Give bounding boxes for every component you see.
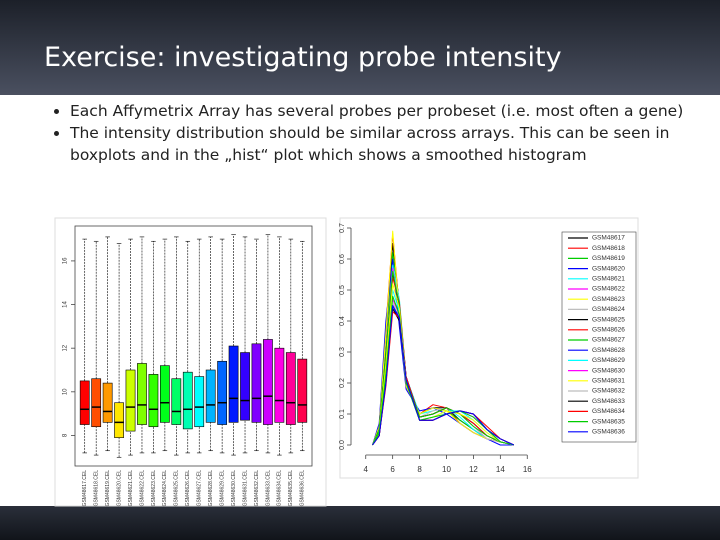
- box: [182, 371, 193, 430]
- box: [137, 363, 147, 425]
- boxplot-frame: [54, 217, 327, 507]
- legend-box: [561, 231, 637, 443]
- footer: [0, 506, 720, 540]
- box: [148, 374, 159, 428]
- legend-label: GSM48626: [592, 327, 625, 334]
- legend-label: GSM48633: [592, 398, 625, 405]
- legend-label: GSM48635: [592, 418, 625, 425]
- y-tick-label: 0.6: [339, 254, 346, 264]
- x-tick-label: GSM48622.CEL: [139, 470, 145, 507]
- x-tick-label: 10: [442, 465, 451, 474]
- density-line: [372, 230, 514, 446]
- box: [274, 347, 285, 423]
- box: [171, 378, 182, 425]
- box: [91, 378, 102, 428]
- x-tick-label: 12: [469, 465, 478, 474]
- bullet: The intensity distribution should be sim…: [70, 122, 700, 166]
- x-tick-label: GSM48630.CEL: [231, 470, 237, 507]
- y-tick-label: 14: [63, 301, 69, 308]
- y-tick-label: 0.3: [339, 347, 346, 357]
- bullet-list: Each Affymetrix Array has several probes…: [48, 100, 700, 166]
- x-tick-label: 14: [496, 465, 505, 474]
- x-tick-label: GSM48627.CEL: [197, 470, 203, 507]
- x-tick-label: GSM48619.CEL: [105, 470, 111, 507]
- box: [251, 343, 262, 423]
- legend-label: GSM48624: [592, 306, 625, 313]
- density-line: [372, 305, 515, 446]
- x-tick-label: GSM48634.CEL: [277, 470, 283, 507]
- legend-label: GSM48628: [592, 347, 625, 354]
- legend-label: GSM48623: [592, 296, 625, 303]
- x-tick-label: GSM48629.CEL: [219, 470, 225, 507]
- x-tick-label: GSM48636.CEL: [300, 470, 306, 507]
- legend-label: GSM48629: [592, 357, 625, 364]
- x-tick-label: 4: [364, 465, 369, 474]
- x-tick-label: GSM48635.CEL: [288, 470, 294, 507]
- x-tick-label: GSM48623.CEL: [151, 470, 157, 507]
- legend-label: GSM48619: [592, 255, 625, 262]
- y-tick-label: 0.2: [339, 378, 346, 388]
- x-tick-label: GSM48628.CEL: [208, 470, 214, 507]
- legend-label: GSM48620: [592, 265, 625, 272]
- y-tick-label: 12: [63, 344, 69, 351]
- box: [297, 358, 308, 423]
- legend-label: GSM48632: [592, 388, 625, 395]
- box: [102, 382, 113, 423]
- box: [194, 376, 205, 428]
- y-tick-label: 0.0: [339, 440, 346, 450]
- legend-label: GSM48621: [592, 276, 625, 283]
- y-tick-label: 16: [63, 257, 69, 264]
- x-tick-label: GSM48631.CEL: [242, 470, 248, 507]
- x-tick-label: GSM48624.CEL: [162, 470, 168, 507]
- legend-label: GSM48617: [592, 235, 625, 242]
- box: [263, 339, 273, 425]
- box: [240, 352, 250, 421]
- box: [217, 360, 228, 425]
- legend-label: GSM48622: [592, 286, 625, 293]
- box: [125, 369, 136, 432]
- x-tick-label: GSM48620.CEL: [116, 470, 122, 507]
- x-tick-label: GSM48633.CEL: [265, 470, 271, 507]
- density-line: [372, 270, 514, 446]
- box: [205, 369, 216, 423]
- y-tick-label: 0.5: [339, 285, 346, 295]
- box: [79, 380, 90, 425]
- legend-label: GSM48627: [592, 337, 625, 344]
- y-tick-label: 10: [63, 388, 69, 395]
- y-tick-label: 0.7: [339, 223, 346, 233]
- y-tick-label: 0.4: [339, 316, 346, 326]
- x-tick-label: GSM48618.CEL: [94, 470, 100, 507]
- legend-label: GSM48634: [592, 408, 625, 415]
- box: [285, 352, 296, 425]
- x-tick-label: 6: [390, 465, 395, 474]
- x-tick-label: GSM48632.CEL: [254, 470, 260, 507]
- x-tick-label: GSM48617.CEL: [82, 470, 88, 507]
- legend-label: GSM48636: [592, 429, 625, 436]
- y-tick-label: 8: [63, 433, 69, 437]
- legend-label: GSM48625: [592, 316, 625, 323]
- x-tick-label: 16: [523, 465, 532, 474]
- legend-label: GSM48630: [592, 367, 625, 374]
- x-tick-label: GSM48626.CEL: [185, 470, 191, 507]
- box: [159, 365, 170, 423]
- plot-area: [74, 225, 313, 467]
- y-tick-label: 0.1: [339, 409, 346, 419]
- box: [228, 345, 239, 423]
- bullet: Each Affymetrix Array has several probes…: [70, 100, 700, 122]
- x-tick-label: GSM48625.CEL: [174, 470, 180, 507]
- legend-label: GSM48618: [592, 245, 625, 252]
- header: Exercise: investigating probe intensity: [0, 0, 720, 95]
- x-tick-label: 8: [417, 465, 422, 474]
- slide-title: Exercise: investigating probe intensity: [44, 42, 562, 73]
- x-tick-label: GSM48621.CEL: [128, 470, 134, 507]
- box: [114, 402, 124, 438]
- legend-label: GSM48631: [592, 378, 625, 385]
